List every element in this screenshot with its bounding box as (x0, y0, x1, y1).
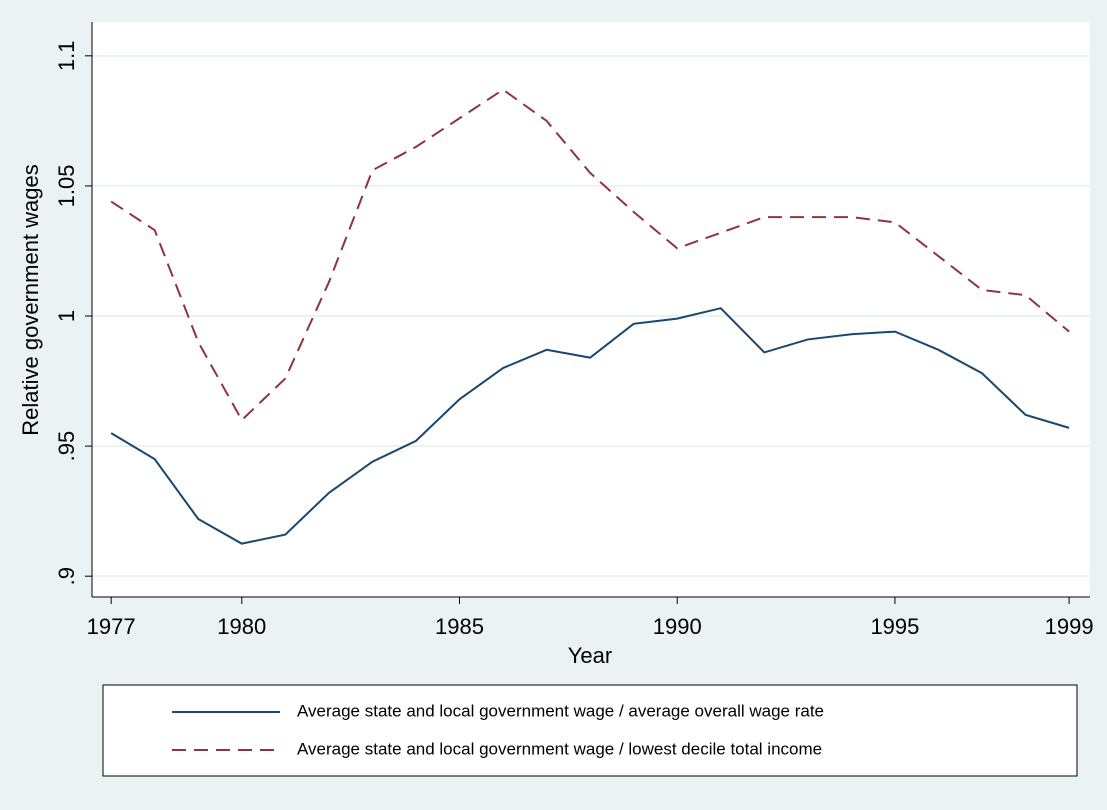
legend-label: Average state and local government wage … (297, 701, 824, 720)
x-tick-label: 1999 (1045, 614, 1094, 639)
legend (102, 684, 1078, 777)
legend-label: Average state and local government wage … (297, 739, 822, 758)
plot-area (92, 22, 1090, 597)
y-tick-label: .9 (54, 567, 79, 585)
x-tick-label: 1980 (217, 614, 266, 639)
y-tick-label: 1 (54, 310, 79, 322)
y-tick-label: 1.05 (54, 164, 79, 207)
y-axis-title: Relative government wages (18, 164, 43, 435)
x-tick-label: 1995 (870, 614, 919, 639)
series-line (110, 307, 1070, 545)
y-tick-label: 1.1 (54, 41, 79, 72)
x-axis-title: Year (568, 643, 612, 668)
y-tick-label: .95 (54, 431, 79, 462)
x-tick-label: 1977 (87, 614, 136, 639)
x-tick-label: 1985 (435, 614, 484, 639)
series-line (110, 88, 1070, 422)
x-tick-label: 1990 (653, 614, 702, 639)
